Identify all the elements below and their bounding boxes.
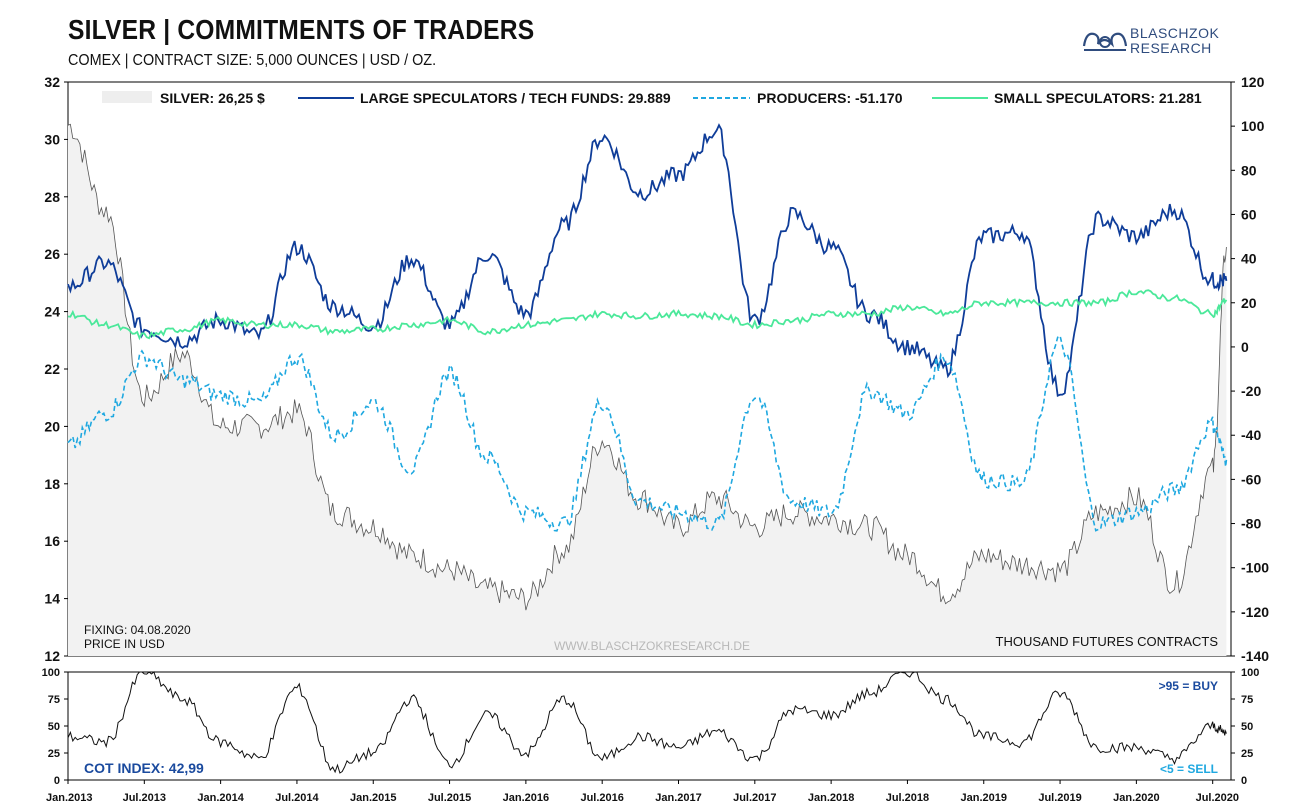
cot-left-tick-label: 100 (42, 667, 60, 679)
cot-right-tick-label: 0 (1241, 775, 1247, 787)
brand-logo: BLASCHZOK RESEARCH (1082, 24, 1232, 60)
right-tick-label: -60 (1241, 471, 1261, 487)
left-tick-label: 30 (44, 131, 60, 147)
right-tick-label: -140 (1241, 648, 1269, 664)
x-tick-label: Jan.2020 (1113, 792, 1159, 804)
x-tick-label: Jan.2018 (808, 792, 854, 804)
fixing-label: FIXING: 04.08.2020 (84, 623, 191, 637)
left-tick-label: 28 (44, 189, 60, 205)
legend: SILVER: 26,25 $ LARGE SPECULATORS / TECH … (102, 90, 1202, 106)
cot-left-tick-label: 25 (48, 748, 60, 760)
x-tick-label: Jul.2015 (428, 792, 471, 804)
x-tick-label: Jul.2020 (1196, 792, 1239, 804)
right-tick-label: -40 (1241, 427, 1261, 443)
left-tick-label: 22 (44, 361, 60, 377)
cot-right-tick-label: 50 (1241, 721, 1253, 733)
left-tick-label: 14 (44, 591, 60, 607)
logo-line-2: RESEARCH (1130, 40, 1212, 56)
right-tick-label: 0 (1241, 339, 1249, 355)
cot-index-line (67, 671, 1227, 774)
silver-area (68, 124, 1227, 657)
watermark: WWW.BLASCHZOKRESEARCH.DE (554, 639, 750, 653)
left-tick-label: 32 (44, 74, 60, 90)
chart-subtitle: COMEX | CONTRACT SIZE: 5,000 OUNCES | US… (68, 52, 437, 69)
logo-emblem-icon (1082, 32, 1128, 51)
right-tick-label: 20 (1241, 295, 1257, 311)
cot-plot-frame (67, 671, 1232, 781)
left-tick-label: 26 (44, 246, 60, 262)
legend-label-large-spec: LARGE SPECULATORS / TECH FUNDS: 29.889 (360, 90, 671, 106)
cot-index-plot: 0 0 25 25 50 50 75 75 100 100 Jan.2013 Jul.2013 Jan.… (42, 667, 1260, 804)
cot-index-label: COT INDEX: 42,99 (84, 760, 204, 776)
right-tick-label: -20 (1241, 383, 1261, 399)
right-tick-label: 100 (1241, 118, 1265, 134)
right-tick-label: -120 (1241, 604, 1269, 620)
legend-label-small-spec: SMALL SPECULATORS: 21.281 (994, 90, 1202, 106)
x-tick-label: Jan.2013 (46, 792, 92, 804)
right-tick-label: 80 (1241, 162, 1257, 178)
logo-line-1: BLASCHZOK (1130, 25, 1220, 41)
x-tick-label: Jul.2016 (580, 792, 623, 804)
x-tick-label: Jan.2017 (655, 792, 701, 804)
right-tick-label: -80 (1241, 516, 1261, 532)
legend-label-silver: SILVER: 26,25 $ (160, 90, 265, 106)
x-tick-label: Jul.2019 (1038, 792, 1081, 804)
chart-title: SILVER | COMMITMENTS OF TRADERS (68, 14, 535, 45)
producers-line (67, 334, 1228, 532)
right-tick-label: 120 (1241, 74, 1265, 90)
small-speculators-line (67, 288, 1228, 341)
right-tick-label: -100 (1241, 560, 1269, 576)
legend-swatch-silver (102, 91, 152, 103)
buy-threshold-label: >95 = BUY (1159, 679, 1218, 693)
x-tick-label: Jan.2016 (503, 792, 549, 804)
sell-threshold-label: <5 = SELL (1160, 762, 1218, 776)
x-tick-label: Jul.2017 (733, 792, 776, 804)
cot-left-tick-label: 50 (48, 721, 60, 733)
cot-right-tick-label: 100 (1241, 667, 1259, 679)
x-tick-label: Jan.2015 (350, 792, 396, 804)
right-axis-unit-label: THOUSAND FUTURES CONTRACTS (996, 634, 1219, 649)
left-tick-label: 12 (44, 648, 60, 664)
legend-label-producers: PRODUCERS: -51.170 (757, 90, 903, 106)
left-tick-label: 16 (44, 533, 60, 549)
x-tick-label: Jul.2013 (123, 792, 166, 804)
cot-right-tick-label: 25 (1241, 748, 1253, 760)
silver-line (67, 123, 1227, 611)
main-plot: 12 14 16 18 20 22 24 26 28 30 32 -140 -120 -100 -80 -60… (44, 74, 1269, 664)
x-tick-label: Jul.2018 (886, 792, 929, 804)
left-tick-label: 20 (44, 418, 60, 434)
cot-left-tick-label: 75 (48, 694, 60, 706)
left-tick-label: 18 (44, 476, 60, 492)
cot-right-tick-label: 75 (1241, 694, 1253, 706)
x-tick-label: Jan.2014 (197, 792, 244, 804)
left-tick-label: 24 (44, 304, 60, 320)
right-tick-label: 40 (1241, 251, 1257, 267)
x-tick-label: Jul.2014 (275, 792, 319, 804)
x-tick-label: Jan.2019 (961, 792, 1007, 804)
logo-text: BLASCHZOK RESEARCH (1130, 26, 1219, 56)
cot-left-tick-label: 0 (54, 775, 60, 787)
right-tick-label: 60 (1241, 206, 1257, 222)
price-unit-label: PRICE IN USD (84, 637, 165, 651)
